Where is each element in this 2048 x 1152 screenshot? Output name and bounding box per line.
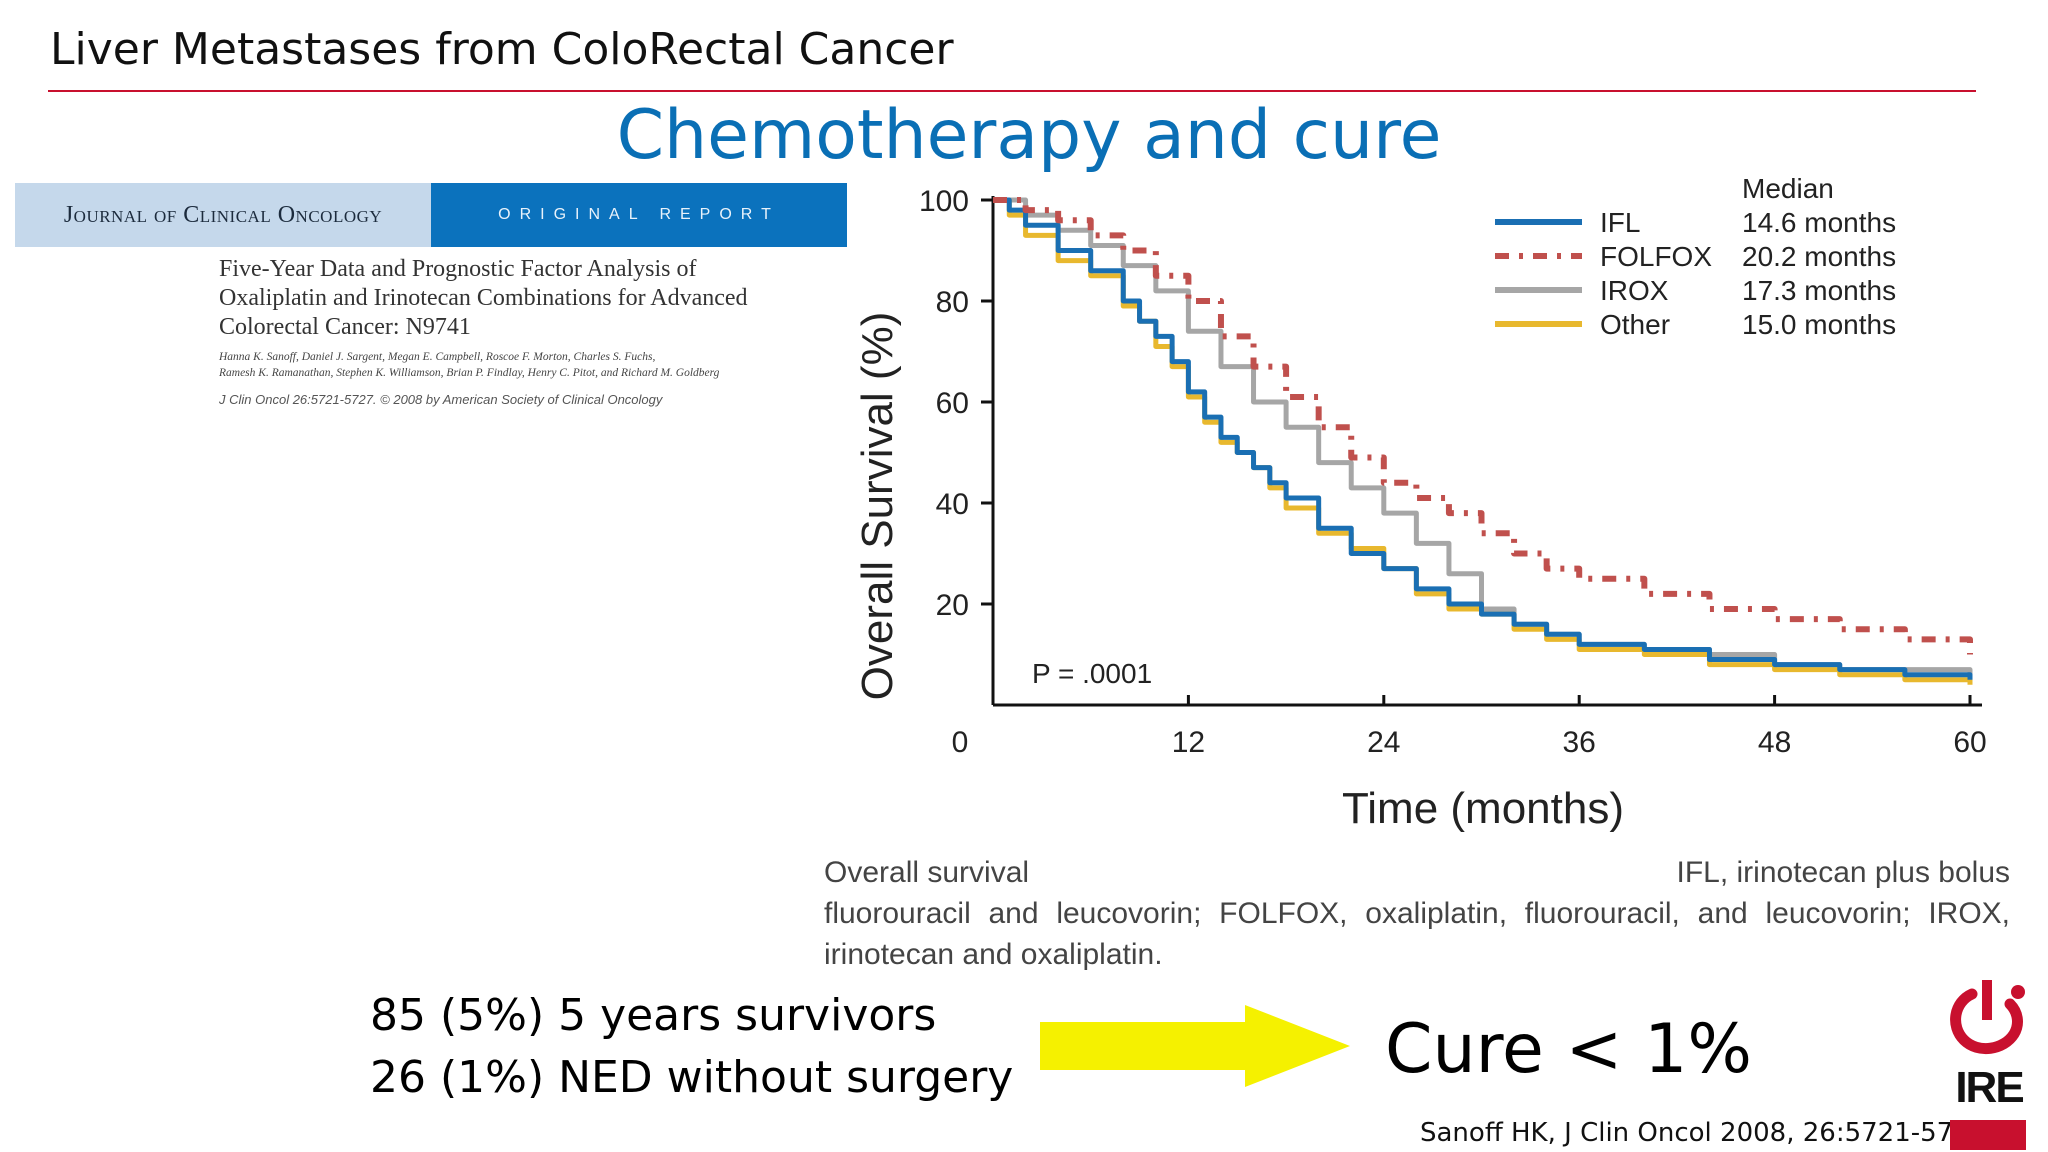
caption-head: Overall survival IFL, irinotecan plus bo…: [824, 852, 2010, 893]
series-line-folfox: [993, 197, 1973, 655]
x-tick-label: 48: [1758, 726, 1791, 759]
legend-median: 15.0 months: [1742, 309, 1896, 340]
x-tick-label: 12: [1172, 726, 1205, 759]
legend-label: Other: [1600, 309, 1670, 340]
logo-swirl: [1950, 988, 2023, 1055]
chart-axes: 0 12 24 36 48 60 20 40 60 80 100: [919, 185, 1987, 759]
journal-banner: Journal of Clinical Oncology ORIGINAL RE…: [15, 183, 847, 247]
caption-tail: IFL, irinotecan plus bolus: [1676, 856, 2010, 889]
paper-authors: Hanna K. Sanoff, Daniel J. Sargent, Mega…: [219, 351, 720, 379]
legend-label: IROX: [1600, 275, 1669, 306]
x-tick-label: 36: [1563, 726, 1596, 759]
figure-caption: Overall survival IFL, irinotecan plus bo…: [824, 852, 2010, 975]
x-axis-label: Time (months): [1342, 784, 1624, 833]
chart-legend: Median IFL 14.6 months FOLFOX 20.2 months IRO…: [1495, 173, 1896, 340]
legend-median: 17.3 months: [1742, 275, 1896, 306]
x-tick-label: 24: [1367, 726, 1400, 759]
arrow-shape: [1040, 1005, 1350, 1087]
legend-header: Median: [1742, 173, 1834, 204]
y-tick-label: 60: [936, 387, 969, 420]
survivors-line-1: 85 (5%) 5 years survivors: [370, 990, 937, 1041]
y-tick-label: 20: [936, 589, 969, 622]
y-tick-label: 100: [919, 185, 969, 218]
legend-median: 20.2 months: [1742, 241, 1896, 272]
reference-citation: Sanoff HK, J Clin Oncol 2008, 26:5721-57…: [1420, 1118, 1987, 1148]
journal-name: Journal of Clinical Oncology: [15, 183, 431, 247]
cure-statement: Cure < 1%: [1385, 1010, 1752, 1089]
reference-accent-bar: [1950, 1120, 2026, 1150]
report-type: ORIGINAL REPORT: [431, 183, 847, 247]
series-line-other: [993, 197, 1973, 685]
caption-lead: Overall survival: [824, 856, 1030, 889]
legend-label: FOLFOX: [1600, 241, 1712, 272]
p-value-annotation: P = .0001: [1032, 658, 1152, 689]
x-tick-label: 60: [1953, 726, 1986, 759]
legend-label: IFL: [1600, 207, 1640, 238]
caption-body: fluorouracil and leucovorin; FOLFOX, oxa…: [824, 897, 2010, 971]
paper-citation: J Clin Oncol 26:5721-5727. © 2008 by Ame…: [219, 392, 663, 407]
y-tick-label: 40: [936, 488, 969, 521]
slide-title: Chemotherapy and cure: [616, 96, 1442, 175]
ire-logo: IRE: [1950, 980, 2025, 1110]
paper-title: Five-Year Data and Prognostic Factor Ana…: [219, 256, 748, 340]
logo-dot: [2011, 985, 2025, 999]
slide-header: Liver Metastases from ColoRectal Cancer: [50, 24, 954, 75]
legend-median: 14.6 months: [1742, 207, 1896, 238]
series-line-ifl: [993, 197, 1973, 680]
logo-text: IRE: [1955, 1063, 2023, 1110]
y-tick-label: 80: [936, 286, 969, 319]
chart-series: [993, 197, 1973, 685]
logo-bar: [1982, 980, 1992, 1020]
survivors-line-2: 26 (1%) NED without surgery: [370, 1052, 1014, 1103]
header-rule: [48, 90, 1976, 92]
y-axis-label: Overall Survival (%): [853, 312, 902, 701]
right-arrow-icon: [1040, 1005, 1350, 1087]
x-tick-label: 0: [952, 726, 969, 759]
